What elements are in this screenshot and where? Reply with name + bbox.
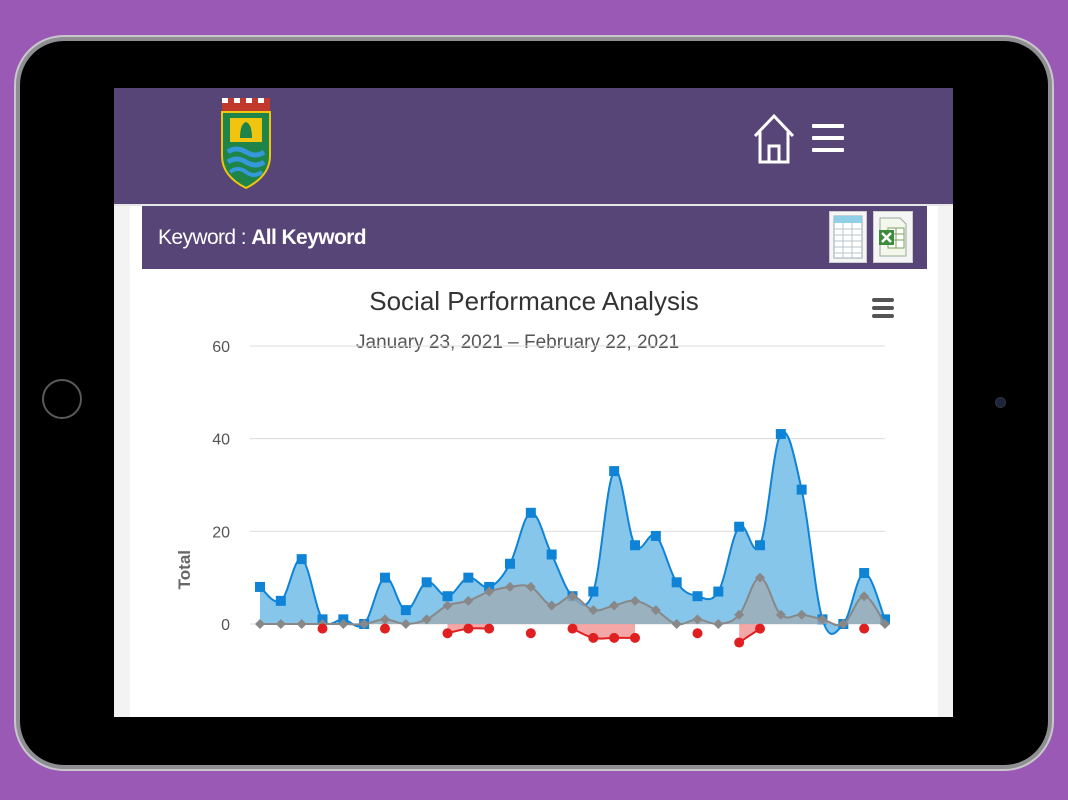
series-1-point-5 bbox=[338, 619, 349, 629]
spreadsheet-icon bbox=[833, 215, 863, 259]
series-2-point-4 bbox=[317, 623, 328, 634]
series-2-area-4 bbox=[572, 624, 635, 639]
series-2-point-11 bbox=[463, 623, 474, 634]
series-2-point-7 bbox=[380, 623, 390, 634]
series-0-point-1 bbox=[255, 581, 265, 592]
series-0-point-21 bbox=[671, 577, 682, 588]
series-1-point-29 bbox=[838, 619, 849, 629]
series-1-point-2 bbox=[275, 619, 286, 629]
series-1-point-10 bbox=[442, 600, 453, 611]
tablet-frame: Keyword : All Keyword bbox=[20, 41, 1048, 765]
series-0-point-3 bbox=[296, 554, 307, 565]
series-0-point-25 bbox=[755, 540, 765, 551]
series-2-point-30 bbox=[859, 623, 870, 634]
series-0-point-23 bbox=[713, 586, 724, 597]
series-1-point-30 bbox=[859, 591, 870, 602]
tablet-home-button[interactable] bbox=[42, 379, 82, 419]
keyword-bar: Keyword : All Keyword bbox=[142, 206, 927, 269]
series-0-point-11 bbox=[463, 572, 474, 583]
series-1-point-15 bbox=[546, 600, 557, 611]
series-1-point-9 bbox=[421, 614, 432, 625]
series-0-point-22 bbox=[692, 591, 703, 602]
series-2-point-12 bbox=[484, 623, 495, 634]
series-2-point-17 bbox=[588, 632, 599, 643]
series-1-point-6 bbox=[359, 619, 370, 629]
chart-subtitle: January 23, 2021 – February 22, 2021 bbox=[356, 332, 680, 353]
chart-context-menu-icon[interactable] bbox=[872, 298, 894, 320]
series-0-point-26 bbox=[775, 429, 786, 440]
series-0-point-18 bbox=[609, 466, 620, 477]
series-1-point-23 bbox=[713, 619, 724, 629]
series-1-point-22 bbox=[692, 614, 703, 625]
series-0-point-24 bbox=[734, 521, 745, 532]
series-1-point-16 bbox=[567, 591, 578, 602]
series-1-point-11 bbox=[463, 595, 474, 606]
series-0-point-7 bbox=[380, 572, 390, 583]
excel-icon bbox=[879, 217, 907, 257]
report-panel: Keyword : All Keyword bbox=[130, 206, 938, 717]
series-0-area-0 bbox=[260, 432, 885, 635]
keyword-label: Keyword : All Keyword bbox=[158, 226, 367, 249]
y-axis-label: Total bbox=[175, 550, 194, 589]
series-1-point-3 bbox=[296, 619, 307, 629]
series-1-point-20 bbox=[650, 605, 661, 616]
series-0-point-2 bbox=[275, 595, 286, 606]
series-1-point-13 bbox=[505, 581, 515, 592]
series-2-point-22 bbox=[692, 628, 703, 639]
series-0-point-19 bbox=[630, 540, 640, 551]
export-excel-button[interactable] bbox=[873, 211, 913, 263]
series-1-point-14 bbox=[525, 581, 536, 592]
series-2-point-14 bbox=[525, 628, 536, 639]
series-2-point-19 bbox=[630, 632, 640, 643]
series-1-point-26 bbox=[775, 609, 786, 620]
export-spreadsheet-button[interactable] bbox=[829, 211, 867, 263]
series-1-area-0 bbox=[260, 577, 885, 626]
series-0-point-27 bbox=[796, 484, 807, 495]
series-1-point-18 bbox=[609, 600, 620, 611]
series-1-point-17 bbox=[588, 605, 599, 616]
city-emblem-logo[interactable] bbox=[218, 96, 274, 192]
keyword-value: All Keyword bbox=[251, 226, 366, 249]
series-0-point-20 bbox=[650, 530, 661, 541]
y-tick-label-60: 60 bbox=[212, 339, 230, 356]
series-0-point-9 bbox=[421, 577, 432, 588]
series-2-point-16 bbox=[567, 623, 578, 634]
series-1-point-1 bbox=[255, 619, 265, 629]
series-2-point-25 bbox=[755, 623, 765, 634]
series-1-point-7 bbox=[380, 614, 390, 625]
series-0-point-14 bbox=[525, 507, 536, 518]
series-2-line-4 bbox=[572, 627, 635, 640]
top-navigation-bar bbox=[114, 88, 953, 206]
series-1-point-27 bbox=[796, 609, 807, 620]
series-1-point-24 bbox=[734, 609, 745, 620]
series-2-point-18 bbox=[609, 632, 620, 643]
social-performance-chart: 0 20 40 60 Total bbox=[175, 339, 890, 648]
series-2-point-10 bbox=[442, 628, 453, 639]
chart-title: Social Performance Analysis bbox=[369, 286, 699, 316]
series-1-point-12 bbox=[484, 586, 495, 597]
series-0-point-17 bbox=[588, 586, 599, 597]
y-tick-label-0: 0 bbox=[221, 617, 230, 634]
y-tick-label-40: 40 bbox=[212, 432, 230, 449]
series-0-point-30 bbox=[859, 568, 870, 579]
series-0-point-15 bbox=[546, 549, 557, 560]
hamburger-menu-icon[interactable] bbox=[812, 124, 844, 156]
series-1-point-8 bbox=[400, 619, 411, 629]
app-screen: Keyword : All Keyword bbox=[114, 88, 953, 717]
series-1-point-21 bbox=[671, 619, 682, 629]
series-0-point-8 bbox=[400, 605, 411, 616]
series-0-point-10 bbox=[442, 591, 453, 602]
series-0-point-13 bbox=[505, 558, 515, 569]
series-1-point-28 bbox=[817, 614, 828, 625]
home-icon[interactable] bbox=[752, 110, 796, 166]
tablet-camera bbox=[995, 397, 1006, 408]
series-1-point-25 bbox=[755, 572, 765, 583]
y-tick-label-20: 20 bbox=[212, 524, 230, 541]
series-2-point-24 bbox=[734, 637, 745, 648]
series-1-point-31 bbox=[880, 619, 890, 629]
series-1-point-19 bbox=[630, 595, 640, 606]
